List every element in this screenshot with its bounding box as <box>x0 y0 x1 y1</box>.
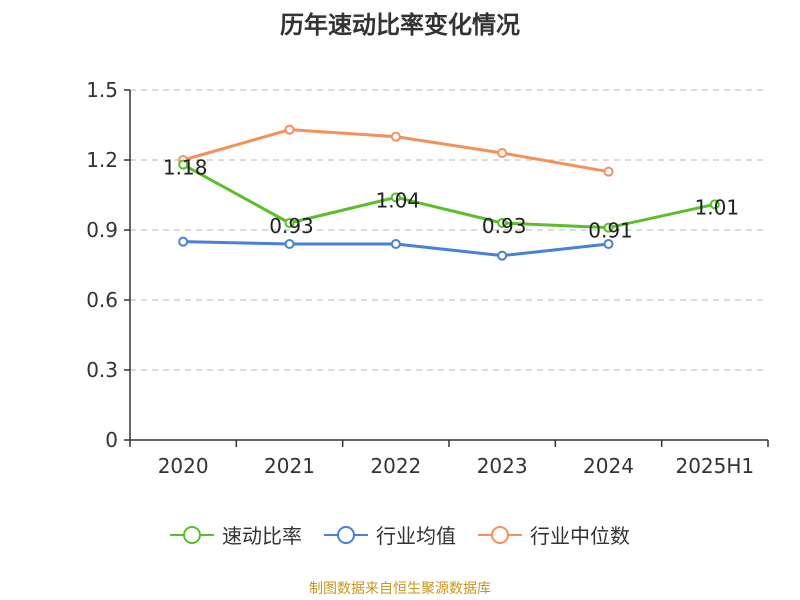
data-label: 0.91 <box>588 219 633 243</box>
series-point-1 <box>497 250 508 261</box>
axis-layer: 0 0.3 0.6 0.9 1.2 1.5 2020 2021 2022 2023 2024 2025… <box>86 78 769 478</box>
series-point-2 <box>603 166 614 177</box>
y-tick-label: 1.2 <box>86 148 118 172</box>
series-point-0 <box>284 218 295 228</box>
source-note: 制图数据来自恒生聚源数据库 <box>309 581 491 597</box>
y-tick-label: 0.6 <box>86 288 118 312</box>
x-tick-label: 2024 <box>583 454 634 478</box>
series-line-0 <box>182 163 716 230</box>
legend-item-1[interactable]: 行业均值 <box>324 520 456 549</box>
x-tick-label: 2022 <box>370 454 421 478</box>
legend-label-2: 行业中位数 <box>530 524 630 548</box>
legend-marker-2 <box>478 525 522 544</box>
legend-label-0: 速动比率 <box>222 524 302 548</box>
x-tick-label: 2025H1 <box>675 454 754 478</box>
series-point-0 <box>390 192 401 203</box>
series-point-2 <box>390 131 401 142</box>
series-layer <box>178 124 720 261</box>
series-point-1 <box>390 239 401 249</box>
legend-marker-1 <box>324 525 368 544</box>
legend: 速动比率 行业均值 行业中位数 <box>0 520 800 549</box>
series-point-0 <box>178 159 189 170</box>
grid-layer <box>130 89 768 371</box>
x-tick-label: 2020 <box>158 454 209 478</box>
data-label: 0.93 <box>482 214 527 238</box>
x-tick-label: 2021 <box>264 454 315 478</box>
chart-title: 历年速动比率变化情况 <box>280 11 520 39</box>
data-label: 1.18 <box>163 156 208 180</box>
series-point-2 <box>497 148 508 158</box>
series-point-0 <box>709 199 720 210</box>
y-tick-label: 0 <box>105 428 118 452</box>
data-label-layer: 1.18 0.93 1.04 0.93 0.91 1.01 <box>163 156 739 243</box>
legend-marker-0 <box>170 525 214 544</box>
data-label: 1.01 <box>695 195 740 219</box>
series-point-0 <box>603 222 614 233</box>
series-point-1 <box>178 236 189 247</box>
y-tick-label: 0.3 <box>86 358 118 382</box>
series-point-1 <box>284 239 295 249</box>
data-label: 1.04 <box>376 188 421 212</box>
y-tick-label: 0.9 <box>86 218 118 242</box>
series-point-1 <box>603 239 614 249</box>
y-tick-label: 1.5 <box>86 78 118 102</box>
legend-item-0[interactable]: 速动比率 <box>170 520 302 549</box>
legend-label-1: 行业均值 <box>376 524 456 548</box>
series-point-2 <box>284 124 295 135</box>
x-tick-label: 2023 <box>477 454 528 478</box>
legend-item-2[interactable]: 行业中位数 <box>478 520 630 549</box>
series-point-0 <box>497 218 508 228</box>
data-label: 0.93 <box>269 214 314 238</box>
